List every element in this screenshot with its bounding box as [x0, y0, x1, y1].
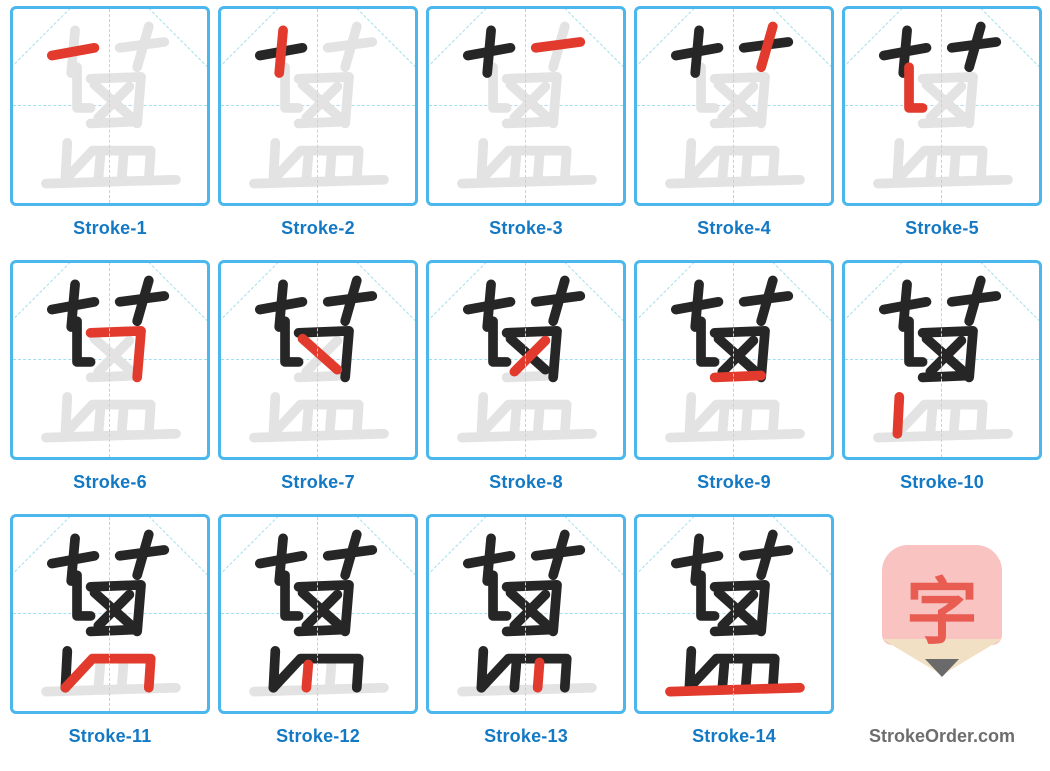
- caption-stroke-7: Stroke-7: [281, 472, 355, 493]
- glyph-stroke-9: [637, 263, 831, 457]
- cell-stroke-14: Stroke-14: [634, 514, 834, 760]
- tile-stroke-14: [634, 514, 834, 714]
- glyph-stroke-13: [429, 517, 623, 711]
- caption-stroke-5: Stroke-5: [905, 218, 979, 239]
- tile-stroke-11: [10, 514, 210, 714]
- cell-stroke-6: Stroke-6: [10, 260, 210, 506]
- tile-stroke-7: [218, 260, 418, 460]
- caption-stroke-9: Stroke-9: [697, 472, 771, 493]
- glyph-stroke-2: [221, 9, 415, 203]
- cell-stroke-11: Stroke-11: [10, 514, 210, 760]
- cell-stroke-9: Stroke-9: [634, 260, 834, 506]
- glyph-stroke-8: [429, 263, 623, 457]
- tile-stroke-6: [10, 260, 210, 460]
- caption-stroke-3: Stroke-3: [489, 218, 563, 239]
- logo: 字: [842, 514, 1042, 714]
- cell-stroke-3: Stroke-3: [426, 6, 626, 252]
- logo-glyph: 字: [867, 553, 1017, 658]
- caption-stroke-6: Stroke-6: [73, 472, 147, 493]
- cell-stroke-2: Stroke-2: [218, 6, 418, 252]
- tile-stroke-12: [218, 514, 418, 714]
- cell-stroke-5: Stroke-5: [842, 6, 1042, 252]
- glyph-stroke-10: [845, 263, 1039, 457]
- caption-stroke-10: Stroke-10: [900, 472, 984, 493]
- caption-stroke-2: Stroke-2: [281, 218, 355, 239]
- cell-stroke-4: Stroke-4: [634, 6, 834, 252]
- cell-stroke-8: Stroke-8: [426, 260, 626, 506]
- tile-stroke-13: [426, 514, 626, 714]
- glyph-stroke-1: [13, 9, 207, 203]
- tile-stroke-2: [218, 6, 418, 206]
- cell-stroke-1: Stroke-1: [10, 6, 210, 252]
- glyph-stroke-14: [637, 517, 831, 711]
- caption-stroke-4: Stroke-4: [697, 218, 771, 239]
- tile-stroke-5: [842, 6, 1042, 206]
- caption-stroke-1: Stroke-1: [73, 218, 147, 239]
- stroke-grid: Stroke-1 Stroke-2 Stroke-3 Stroke-4 Stro…: [10, 6, 1040, 760]
- cell-stroke-13: Stroke-13: [426, 514, 626, 760]
- cell-stroke-12: Stroke-12: [218, 514, 418, 760]
- cell-logo: 字 StrokeOrder.com: [842, 514, 1042, 760]
- glyph-stroke-5: [845, 9, 1039, 203]
- glyph-stroke-11: [13, 517, 207, 711]
- glyph-stroke-4: [637, 9, 831, 203]
- tile-stroke-9: [634, 260, 834, 460]
- logo-text: StrokeOrder.com: [869, 726, 1015, 747]
- caption-stroke-12: Stroke-12: [276, 726, 360, 747]
- cell-stroke-7: Stroke-7: [218, 260, 418, 506]
- cell-stroke-10: Stroke-10: [842, 260, 1042, 506]
- glyph-stroke-3: [429, 9, 623, 203]
- glyph-stroke-12: [221, 517, 415, 711]
- tile-stroke-10: [842, 260, 1042, 460]
- tile-stroke-1: [10, 6, 210, 206]
- caption-stroke-13: Stroke-13: [484, 726, 568, 747]
- tile-stroke-8: [426, 260, 626, 460]
- pencil-icon: 字: [867, 539, 1017, 689]
- tile-stroke-4: [634, 6, 834, 206]
- glyph-stroke-7: [221, 263, 415, 457]
- tile-stroke-3: [426, 6, 626, 206]
- caption-stroke-14: Stroke-14: [692, 726, 776, 747]
- caption-stroke-8: Stroke-8: [489, 472, 563, 493]
- glyph-stroke-6: [13, 263, 207, 457]
- caption-stroke-11: Stroke-11: [69, 726, 152, 747]
